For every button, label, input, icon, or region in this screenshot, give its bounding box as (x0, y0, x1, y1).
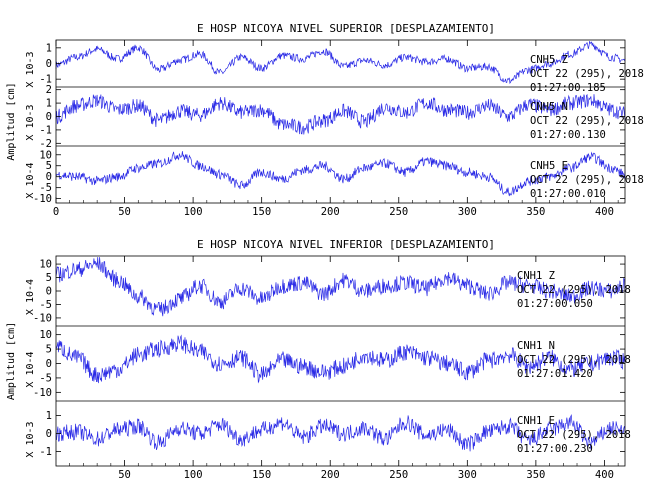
y-tick-label: 0 (46, 428, 52, 440)
trace-annotation: OCT 22 (295), 2018 (517, 429, 631, 441)
trace-annotation: OCT 22 (295), 2018 (530, 115, 644, 127)
y-tick-label: -1 (39, 446, 52, 458)
x-tick-label: 200 (321, 469, 340, 481)
y-tick-label: 5 (46, 272, 52, 284)
y-scale-label: X 10-3 (25, 421, 36, 457)
y-tick-label: 10 (39, 149, 52, 161)
y-scale-label: X 10-3 (25, 51, 36, 87)
y-tick-label: -5 (39, 182, 52, 194)
y-tick-label: -5 (39, 299, 52, 311)
y-scale-label: X 10-3 (25, 104, 36, 140)
trace-annotation: CNH5 E (530, 160, 568, 172)
y-tick-label: -1 (39, 124, 52, 136)
y-scale-label: X 10-4 (25, 351, 36, 387)
trace-annotation: OCT 22 (295), 2018 (530, 68, 644, 80)
y-tick-label: 5 (46, 344, 52, 356)
x-tick-label: 50 (118, 206, 131, 218)
trace-panel-2-3: -1 0 1 X 10-3 CNH1 E OCT 22 (295), 2018 01:27:… (25, 410, 631, 458)
x-tick-label: 300 (458, 206, 477, 218)
x-tick-label: 150 (252, 206, 271, 218)
y-scale-label: X 10-4 (25, 279, 36, 315)
y-tick-label: -2 (39, 138, 52, 150)
y-tick-label: 0 (46, 58, 52, 70)
x-tick-label: 250 (389, 206, 408, 218)
waveform-trace (55, 257, 626, 317)
x-tick-label: 250 (389, 469, 408, 481)
trace-annotation: 01:27:00.050 (517, 298, 593, 310)
plot-frame (55, 255, 626, 467)
y-tick-label: 5 (46, 160, 52, 172)
x-tick-label: 200 (321, 206, 340, 218)
trace-annotation: OCT 22 (295), 2018 (517, 354, 631, 366)
y-tick-label: 1 (46, 98, 52, 110)
y-tick-label: 0 (46, 286, 52, 298)
y-tick-label: -10 (33, 387, 52, 399)
trace-panel-2-2: -10 -5 0 5 10X 10-4 CNH1 N OCT 22 (295), 2018 0… (25, 329, 631, 402)
x-tick-label: 350 (526, 469, 545, 481)
y-tick-label: 10 (39, 329, 52, 341)
y-tick-label: 10 (39, 259, 52, 271)
x-tick-label: 100 (184, 206, 203, 218)
y-axis-label: Amplitud [cm] (6, 322, 17, 400)
trace-annotation: CNH1 Z (517, 270, 555, 282)
trace-annotation: 01:27:00.130 (530, 129, 606, 141)
y-tick-label: 0 (46, 111, 52, 123)
y-tick-label: 0 (46, 358, 52, 370)
y-tick-label: -10 (33, 312, 52, 324)
trace-panel-1-2: -2 -101 2 X 10-3 CNH5 N OCT 22 (295), 2018 01:… (25, 84, 644, 150)
chart-title-inferior: E HOSP NICOYA NIVEL INFERIOR [DESPLAZAMI… (197, 238, 495, 251)
trace-panel-1-1: -1 0 1 X 10-3 CNH5 Z OCT 22 (295), 2018 01:27:… (25, 41, 644, 94)
trace-annotation: CNH5 Z (530, 54, 568, 66)
waveform-trace (55, 41, 626, 84)
waveform-trace (55, 151, 626, 197)
trace-annotation: OCT 22 (295), 2018 (530, 174, 644, 186)
y-scale-label: X 10-4 (25, 162, 36, 198)
waveform-trace (55, 334, 626, 384)
x-tick-label: 150 (252, 469, 271, 481)
y-tick-label: 1 (46, 42, 52, 54)
trace-annotation: CNH1 E (517, 415, 555, 427)
x-tick-label: 300 (458, 469, 477, 481)
y-tick-label: -1 (39, 74, 52, 86)
trace-annotation: 01:27:01.420 (517, 368, 593, 380)
x-tick-label: 100 (184, 469, 203, 481)
x-tick-label: 400 (595, 469, 614, 481)
trace-annotation: CNH5 N (530, 101, 568, 113)
chart-title-superior: E HOSP NICOYA NIVEL SUPERIOR [DESPLAZAMI… (197, 22, 495, 35)
x-tick-label: 50 (118, 469, 131, 481)
trace-annotation: 01:27:00.185 (530, 82, 606, 94)
y-tick-label: 0 (46, 171, 52, 183)
trace-annotation: OCT 22 (295), 2018 (517, 284, 631, 296)
y-axis-label: Amplitud [cm] (6, 82, 17, 160)
x-tick-label: 0 (53, 206, 59, 218)
y-tick-label: 2 (46, 84, 52, 96)
x-tick-label: 350 (526, 206, 545, 218)
y-tick-label: -10 (33, 193, 52, 205)
y-tick-label: 1 (46, 410, 52, 422)
trace-annotation: CNH1 N (517, 340, 555, 352)
trace-annotation: 01:27:00.230 (517, 443, 593, 455)
x-tick-label: 400 (595, 206, 614, 218)
waveform-trace (55, 93, 626, 135)
y-tick-label: -5 (39, 372, 52, 384)
trace-annotation: 01:27:00.010 (530, 188, 606, 200)
waveform-trace (55, 414, 626, 452)
plot-frame (55, 39, 626, 204)
